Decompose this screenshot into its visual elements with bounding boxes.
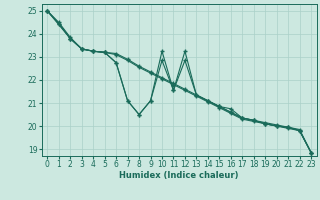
X-axis label: Humidex (Indice chaleur): Humidex (Indice chaleur) [119, 171, 239, 180]
